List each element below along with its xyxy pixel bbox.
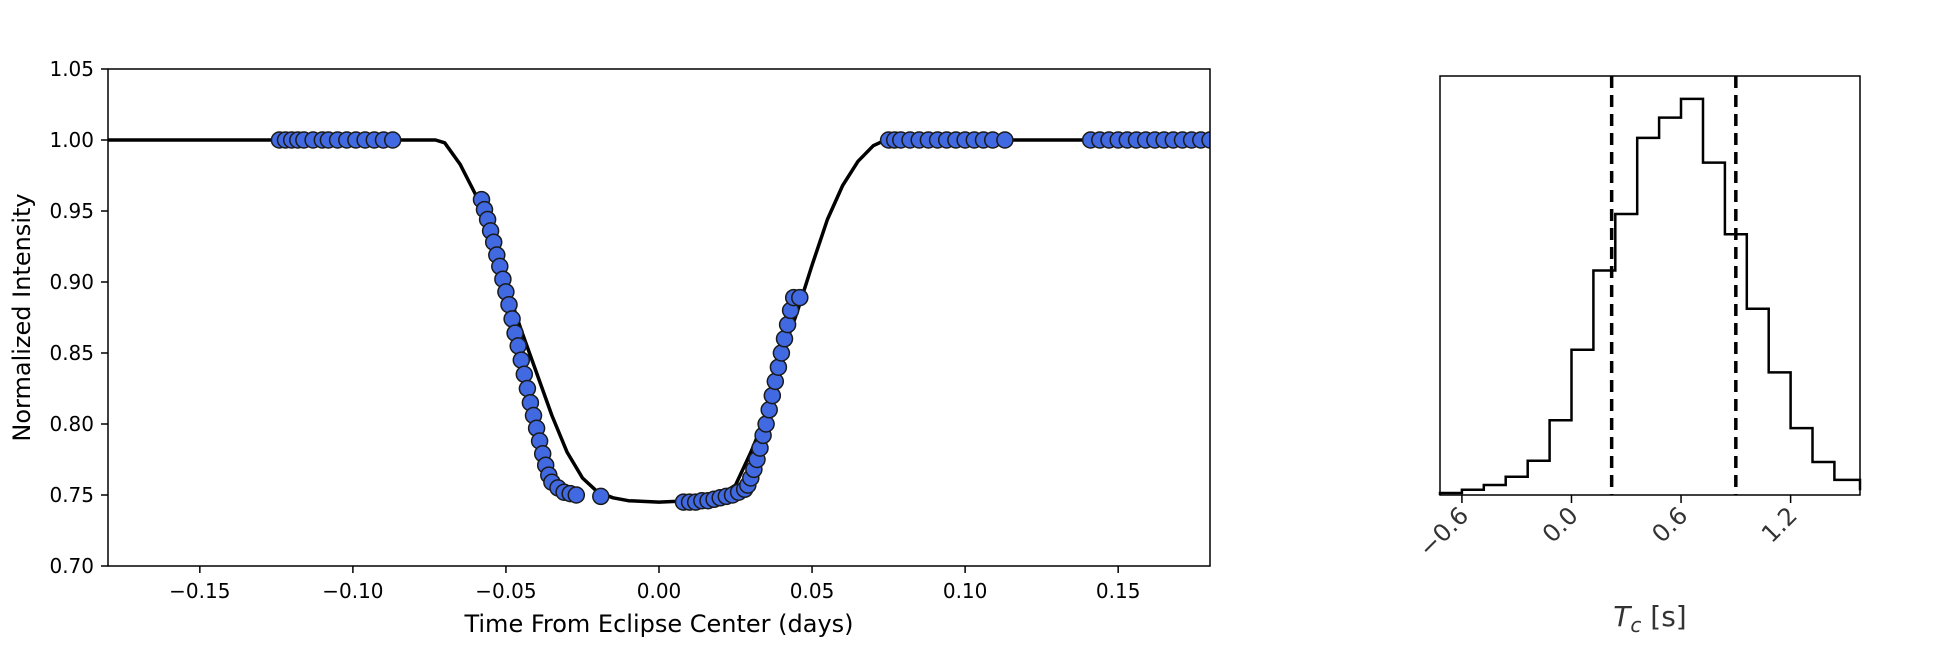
x-tick-label: 0.00 [637, 579, 682, 603]
data-point [763, 386, 782, 405]
light-curve-marks [108, 131, 1210, 511]
histogram-step [1438, 97, 1862, 495]
data-point [515, 365, 534, 384]
data-point [1201, 131, 1210, 149]
x-tick-label: −0.10 [322, 579, 383, 603]
data-point [757, 415, 775, 433]
y-tick-label: 0.85 [49, 341, 94, 365]
data-point [567, 486, 586, 504]
y-tick-label: 1.00 [49, 128, 94, 152]
tc-histogram-marks [1438, 76, 1862, 495]
y-tick-label: 0.95 [49, 199, 94, 223]
tc-axis-label-unit: [s] [1641, 600, 1686, 633]
x-tick-label: −0.05 [475, 579, 536, 603]
y-tick-label: 0.90 [49, 270, 94, 294]
data-point [503, 310, 521, 328]
light-curve-y-ticks: 0.70 0.75 0.80 0.85 0.90 0.95 1.00 1.05 [49, 57, 108, 578]
tc-x-tick-label: 0.0 [1537, 501, 1584, 548]
data-point [512, 351, 531, 369]
tc-axis-label-main: T [1613, 600, 1632, 633]
x-tick-label: 0.15 [1096, 579, 1141, 603]
light-curve-x-ticks: −0.15 −0.10 −0.05 0.00 0.05 0.10 0.15 [169, 566, 1140, 603]
data-point [775, 330, 794, 348]
y-tick-label: 0.70 [49, 554, 94, 578]
data-point [772, 344, 791, 362]
data-point [996, 131, 1014, 149]
data-point [592, 487, 610, 506]
data-point [769, 358, 788, 376]
tc-histogram-plot: −0.6 0.0 0.6 1.2 Tc [s] [1413, 75, 1862, 637]
light-curve-plot: −0.15 −0.10 −0.05 0.00 0.05 0.10 0.15 0.70 0.75… [8, 57, 1211, 638]
tc-axis-label-sub: c [1630, 613, 1641, 637]
tc-histogram-frame [1439, 75, 1861, 496]
data-point [791, 288, 809, 307]
tc-x-tick-label: 0.6 [1646, 501, 1693, 548]
tc-x-tick-label: 1.2 [1756, 501, 1803, 548]
data-point [766, 372, 785, 391]
tc-axis-label: Tc [s] [1613, 600, 1686, 637]
data-point [778, 315, 797, 334]
y-tick-label: 0.80 [49, 412, 94, 436]
x-tick-label: −0.15 [169, 579, 230, 603]
y-tick-label: 1.05 [49, 57, 94, 81]
model-curve [108, 138, 1210, 504]
data-points [270, 131, 1210, 511]
data-point [383, 131, 402, 149]
y-axis-label: Normalized Intensity [8, 193, 36, 441]
y-tick-label: 0.75 [49, 483, 94, 507]
data-point [509, 337, 527, 355]
x-tick-label: 0.05 [790, 579, 835, 603]
tc-histogram-x-ticks: −0.6 0.0 0.6 1.2 [1413, 495, 1803, 562]
data-point [518, 379, 537, 398]
data-point [760, 401, 778, 419]
tc-x-tick-label: −0.6 [1413, 501, 1474, 562]
x-axis-label: Time From Eclipse Center (days) [463, 610, 853, 638]
x-tick-label: 0.10 [943, 579, 988, 603]
data-point [500, 295, 518, 314]
